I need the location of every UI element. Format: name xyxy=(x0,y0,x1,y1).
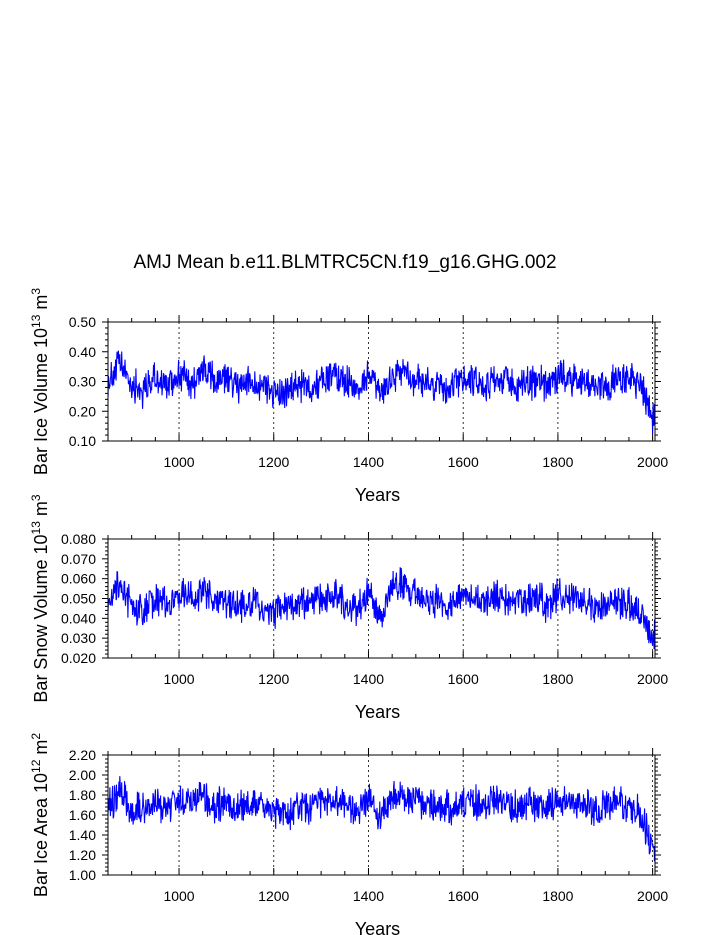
panel-2: 0.020 0.030 0.040 0.050 0.060 0.070 0.080 1000 1… xyxy=(29,494,668,722)
x-tick-label: 1000 xyxy=(163,454,194,470)
y-tick-label: 1.20 xyxy=(69,847,96,863)
y-tick-label: 0.040 xyxy=(61,610,96,626)
panel-3: 1.00 1.20 1.40 1.60 1.80 2.00 2.20 1000 1200 1400… xyxy=(29,733,668,935)
x-tick-label: 2000 xyxy=(637,888,668,904)
y-tick-label: 1.80 xyxy=(69,787,96,803)
y-tick-label: 0.40 xyxy=(69,344,96,360)
y-tick-label: 2.00 xyxy=(69,767,96,783)
x-tick-label: 1200 xyxy=(258,888,289,904)
x-tick-label: 1800 xyxy=(542,671,573,687)
data-line xyxy=(107,567,656,650)
y-tick-label: 1.60 xyxy=(69,807,96,823)
x-tick-label: 1800 xyxy=(542,888,573,904)
x-tick-label: 1400 xyxy=(353,888,384,904)
chart-title: AMJ Mean b.e11.BLMTRC5CN.f19_g16.GHG.002 xyxy=(133,252,557,273)
y-tick-label: 0.50 xyxy=(69,314,96,330)
y-tick-label: 0.020 xyxy=(61,650,96,666)
x-tick-label: 1600 xyxy=(448,888,479,904)
x-axis-label: Years xyxy=(355,702,400,722)
y-tick-label: 1.00 xyxy=(69,867,96,883)
y-tick-label: 0.050 xyxy=(61,591,96,607)
x-tick-label: 1600 xyxy=(448,454,479,470)
y-tick-label: 0.070 xyxy=(61,551,96,567)
y-tick-label: 0.30 xyxy=(69,374,96,390)
y-axis-label: Bar Ice Area 1012 m2 xyxy=(29,733,51,897)
y-tick-label: 0.10 xyxy=(69,433,96,449)
x-tick-label: 1000 xyxy=(163,671,194,687)
y-tick-label: 0.030 xyxy=(61,630,96,646)
data-line xyxy=(107,776,656,862)
x-tick-label: 1400 xyxy=(353,454,384,470)
x-tick-label: 1800 xyxy=(542,454,573,470)
x-tick-label: 2000 xyxy=(637,454,668,470)
x-tick-label: 1200 xyxy=(258,454,289,470)
x-axis-label: Years xyxy=(355,485,400,505)
x-tick-label: 1200 xyxy=(258,671,289,687)
x-tick-label: 1400 xyxy=(353,671,384,687)
y-axis-label: Bar Snow Volume 1013 m3 xyxy=(29,494,51,702)
data-line xyxy=(107,350,656,435)
x-tick-label: 2000 xyxy=(637,671,668,687)
y-tick-label: 2.20 xyxy=(69,747,96,763)
panel-1: 0.10 0.20 0.30 0.40 0.50 1000 1200 1400 1600 1800… xyxy=(29,288,668,505)
y-tick-label: 0.080 xyxy=(61,531,96,547)
x-axis-label: Years xyxy=(355,919,400,935)
y-tick-label: 0.20 xyxy=(69,403,96,419)
y-axis-label: Bar Ice Volume 1013 m3 xyxy=(29,288,51,475)
x-tick-label: 1600 xyxy=(448,671,479,687)
y-tick-label: 0.060 xyxy=(61,571,96,587)
x-tick-label: 1000 xyxy=(163,888,194,904)
y-tick-label: 1.40 xyxy=(69,827,96,843)
